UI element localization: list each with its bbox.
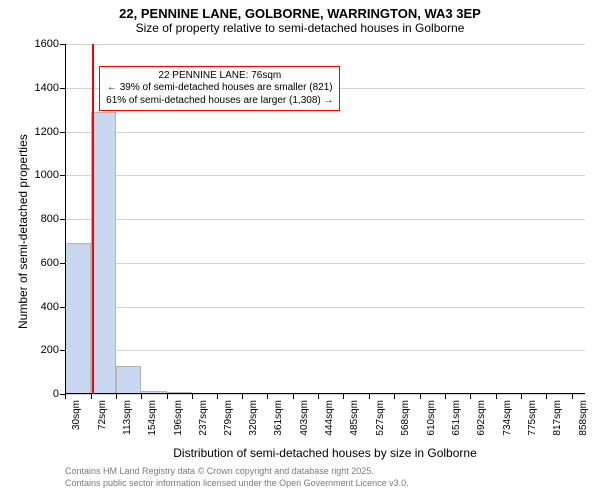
grid-line	[65, 175, 585, 176]
x-tick-label: 72sqm	[95, 400, 108, 430]
histogram-bar	[116, 366, 141, 394]
x-tick-mark	[293, 394, 294, 399]
footer-line1: Contains HM Land Registry data © Crown c…	[65, 466, 409, 478]
y-axis-label: Number of semi-detached properties	[16, 134, 30, 329]
x-tick-mark	[65, 394, 66, 399]
x-tick-mark	[470, 394, 471, 399]
plot-area: 0200400600800100012001400160030sqm72sqm1…	[65, 44, 585, 394]
histogram-bar	[65, 243, 91, 394]
x-tick-mark	[496, 394, 497, 399]
x-tick-label: 817sqm	[550, 400, 563, 436]
title-block: 22, PENNINE LANE, GOLBORNE, WARRINGTON, …	[0, 0, 600, 35]
grid-line	[65, 219, 585, 220]
x-tick-label: 734sqm	[500, 400, 513, 436]
annotation-box: 22 PENNINE LANE: 76sqm← 39% of semi-deta…	[99, 66, 340, 112]
grid-line	[65, 132, 585, 133]
x-tick-label: 154sqm	[145, 400, 158, 436]
annotation-line: 22 PENNINE LANE: 76sqm	[106, 70, 333, 83]
x-tick-mark	[116, 394, 117, 399]
x-tick-mark	[91, 394, 92, 399]
x-tick-label: 113sqm	[120, 400, 133, 435]
x-tick-label: 775sqm	[525, 400, 538, 436]
x-tick-label: 527sqm	[373, 400, 386, 436]
x-tick-label: 320sqm	[246, 400, 259, 436]
x-tick-label: 444sqm	[322, 400, 335, 436]
x-tick-mark	[167, 394, 168, 399]
x-tick-label: 237sqm	[196, 400, 209, 436]
x-tick-label: 651sqm	[449, 400, 462, 436]
x-tick-label: 485sqm	[347, 400, 360, 436]
x-tick-label: 568sqm	[398, 400, 411, 436]
x-axis-label: Distribution of semi-detached houses by …	[65, 446, 585, 460]
x-tick-mark	[217, 394, 218, 399]
x-tick-mark	[242, 394, 243, 399]
grid-line	[65, 307, 585, 308]
footer-line2: Contains public sector information licen…	[65, 478, 409, 490]
attribution-footer: Contains HM Land Registry data © Crown c…	[65, 466, 409, 489]
x-tick-mark	[420, 394, 421, 399]
chart-title: 22, PENNINE LANE, GOLBORNE, WARRINGTON, …	[0, 6, 600, 21]
x-tick-label: 279sqm	[221, 400, 234, 436]
x-tick-mark	[141, 394, 142, 399]
x-tick-label: 610sqm	[424, 400, 437, 436]
x-tick-label: 30sqm	[69, 400, 82, 430]
x-tick-mark	[318, 394, 319, 399]
x-tick-mark	[572, 394, 573, 399]
grid-line	[65, 263, 585, 264]
grid-line	[65, 394, 585, 395]
x-tick-label: 361sqm	[271, 400, 284, 436]
x-tick-label: 196sqm	[171, 400, 184, 436]
x-tick-mark	[521, 394, 522, 399]
x-tick-mark	[546, 394, 547, 399]
annotation-line: 61% of semi-detached houses are larger (…	[106, 95, 333, 108]
chart-container: 22, PENNINE LANE, GOLBORNE, WARRINGTON, …	[0, 0, 600, 500]
x-tick-label: 403sqm	[297, 400, 310, 436]
grid-line	[65, 44, 585, 45]
grid-line	[65, 350, 585, 351]
y-axis-line	[65, 44, 66, 394]
annotation-line: ← 39% of semi-detached houses are smalle…	[106, 82, 333, 95]
x-tick-label: 692sqm	[474, 400, 487, 436]
x-tick-mark	[343, 394, 344, 399]
x-axis-line	[65, 393, 585, 394]
highlight-marker-line	[92, 44, 94, 394]
x-tick-mark	[445, 394, 446, 399]
x-tick-label: 858sqm	[576, 400, 589, 436]
x-tick-mark	[369, 394, 370, 399]
histogram-bar	[91, 112, 116, 394]
x-tick-mark	[192, 394, 193, 399]
x-tick-mark	[394, 394, 395, 399]
chart-subtitle: Size of property relative to semi-detach…	[0, 21, 600, 35]
x-tick-mark	[267, 394, 268, 399]
